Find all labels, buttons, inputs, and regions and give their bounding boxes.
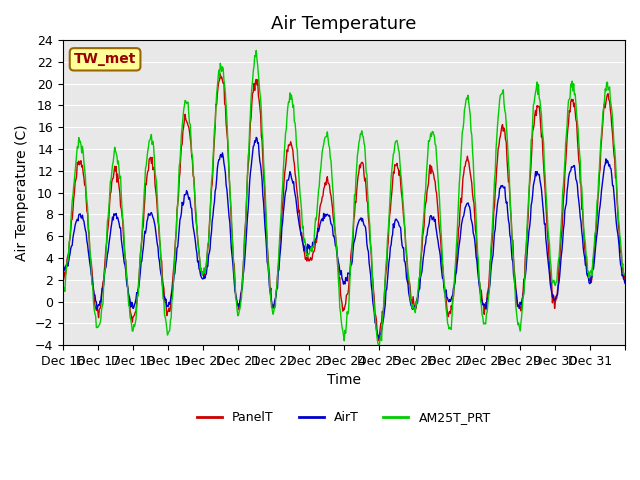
AM25T_PRT (375, 343, 383, 348)
Y-axis label: Air Temperature (C): Air Temperature (C) (15, 124, 29, 261)
Line: AirT: AirT (63, 137, 625, 339)
Line: PanelT: PanelT (63, 74, 625, 341)
PanelT (403, 261, 411, 267)
Text: TW_met: TW_met (74, 52, 136, 66)
PanelT (257, 112, 264, 118)
AM25T_PRT (125, 302, 132, 308)
AirT (257, 162, 264, 168)
PanelT (435, 219, 443, 225)
AM25T_PRT (621, 271, 629, 276)
AM25T_PRT (435, 186, 443, 192)
AM25T_PRT (278, 193, 285, 199)
Line: AM25T_PRT: AM25T_PRT (63, 50, 625, 346)
AM25T_PRT (252, 48, 260, 53)
AM25T_PRT (228, 231, 236, 237)
AirT (278, 225, 285, 230)
AirT (376, 336, 383, 342)
Title: Air Temperature: Air Temperature (271, 15, 417, 33)
PanelT (229, 244, 237, 250)
PanelT (375, 338, 383, 344)
AM25T_PRT (257, 96, 264, 101)
PanelT (278, 209, 285, 215)
AirT (435, 244, 443, 250)
PanelT (59, 276, 67, 281)
AM25T_PRT (59, 281, 67, 287)
AirT (621, 280, 629, 286)
AirT (228, 252, 236, 258)
X-axis label: Time: Time (327, 373, 361, 387)
AirT (403, 278, 411, 284)
PanelT (125, 293, 132, 299)
Legend: PanelT, AirT, AM25T_PRT: PanelT, AirT, AM25T_PRT (192, 407, 496, 430)
AirT (125, 292, 132, 298)
AirT (59, 267, 67, 273)
PanelT (621, 271, 629, 277)
AM25T_PRT (403, 258, 411, 264)
AirT (252, 134, 260, 140)
PanelT (216, 71, 224, 77)
